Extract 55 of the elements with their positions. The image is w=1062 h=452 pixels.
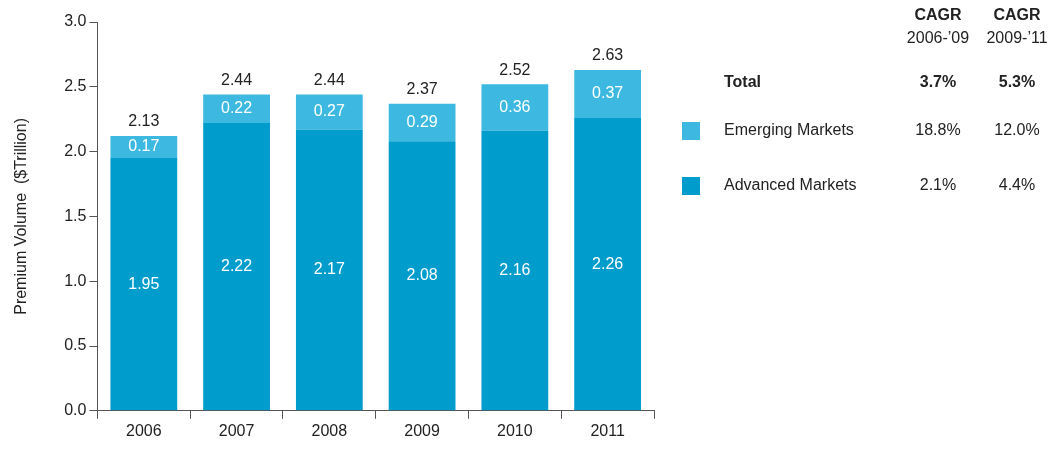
legend-label: Emerging Markets	[724, 121, 854, 139]
x-tick-label: 2009	[404, 421, 440, 439]
text: Total	[724, 73, 762, 91]
data-label: 1.95	[128, 274, 160, 292]
y-tick-label: 0.5	[64, 336, 87, 354]
text: 2.1%	[919, 176, 957, 194]
total-label: 2.44	[313, 70, 346, 88]
data-label: 2.08	[406, 266, 438, 284]
legend-label: Advanced Markets	[724, 176, 857, 194]
total-label: 2.13	[128, 112, 160, 130]
bar	[481, 84, 549, 131]
text: 2009-’11	[986, 29, 1048, 47]
total-label: 2.52	[499, 60, 531, 78]
data-label: 2.22	[221, 257, 253, 275]
data-label: 2.16	[499, 260, 531, 278]
bar	[388, 141, 456, 411]
data-label: 0.37	[592, 84, 624, 102]
text: 5.3%	[998, 73, 1036, 91]
bar	[110, 136, 178, 159]
y-tick-label: 2.5	[64, 77, 87, 95]
bar	[574, 117, 642, 411]
text: CAGR	[914, 6, 962, 24]
y-tick-label: 0.0	[64, 401, 87, 419]
y-axis-title: Premium Volume ($Trillion)	[12, 118, 30, 315]
data-label: 0.22	[221, 99, 253, 117]
x-tick-label: 2006	[126, 421, 162, 439]
bar	[574, 69, 642, 118]
y-tick-label: 2.0	[64, 142, 87, 160]
bar	[295, 94, 363, 130]
x-tick-label: 2008	[311, 421, 348, 439]
total-label: 2.44	[221, 70, 253, 88]
y-tick-label: 1.0	[64, 271, 87, 289]
data-label: 0.17	[128, 137, 160, 155]
data-label: 0.36	[499, 97, 531, 115]
data-label: 2.17	[313, 260, 346, 278]
x-tick-label: 2010	[497, 421, 533, 439]
x-tick-label: 2011	[590, 421, 625, 439]
y-tick-label: 3.0	[64, 12, 87, 30]
data-label: 0.29	[406, 112, 438, 130]
text: 4.4%	[998, 176, 1036, 194]
bar	[481, 130, 549, 411]
text: 3.7%	[919, 73, 957, 91]
bar	[110, 158, 178, 411]
bar	[295, 129, 363, 411]
bar	[203, 123, 270, 411]
text: 2006-’09	[906, 29, 970, 47]
data-label: 2.26	[592, 254, 624, 272]
text: 12.0%	[994, 121, 1040, 139]
data-label: 0.27	[313, 102, 346, 120]
text: 18.8%	[915, 121, 961, 139]
total-label: 2.63	[592, 46, 624, 64]
text: CAGR	[993, 6, 1041, 24]
total-label: 2.37	[406, 80, 438, 98]
y-tick-label: 1.5	[64, 206, 87, 224]
x-tick-label: 2007	[218, 421, 255, 439]
